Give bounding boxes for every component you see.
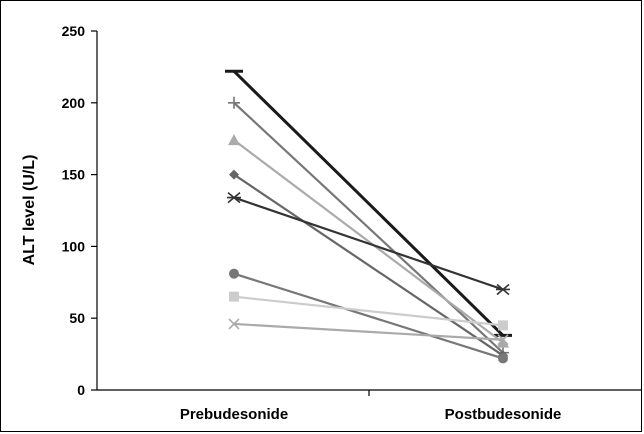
series-3 — [228, 134, 509, 348]
data-point — [497, 336, 509, 348]
series-line — [233, 173, 504, 357]
y-tick-label: 250 — [62, 23, 86, 39]
series-line — [233, 322, 504, 341]
series-4 — [229, 169, 508, 361]
series-5 — [227, 191, 510, 296]
series-line — [233, 272, 504, 360]
data-point — [229, 169, 239, 180]
y-tick-label: 50 — [69, 310, 85, 326]
x-category-label-pre: Prebudesonide — [180, 406, 288, 423]
series-7 — [229, 291, 508, 331]
data-point — [228, 134, 240, 146]
y-axis-title: ALT level (U/L) — [21, 155, 38, 266]
data-point — [228, 318, 240, 330]
series-line — [233, 139, 504, 344]
data-point — [227, 191, 241, 204]
data-point — [498, 353, 508, 364]
axes — [96, 31, 641, 391]
series-6 — [229, 268, 508, 364]
y-tick-label: 0 — [77, 382, 85, 398]
series-line — [233, 196, 504, 291]
data-point — [228, 96, 240, 109]
y-tick-label: 100 — [62, 238, 86, 254]
series-line — [233, 295, 504, 327]
x-category-label-post: Postbudesonide — [445, 406, 562, 423]
series-2 — [228, 96, 509, 359]
series-line — [233, 101, 504, 354]
series-1 — [225, 69, 512, 337]
data-point — [229, 291, 239, 302]
data-point — [229, 268, 239, 279]
data-point — [498, 320, 508, 331]
y-tick-label: 150 — [62, 167, 86, 183]
series-line — [232, 70, 505, 337]
ticks-layer: 0 50 100 150 200 250 — [62, 23, 370, 398]
series-layer — [225, 69, 512, 364]
data-point — [496, 283, 510, 296]
y-tick-label: 200 — [62, 95, 86, 111]
series-8 — [228, 318, 509, 346]
data-point — [497, 334, 509, 346]
